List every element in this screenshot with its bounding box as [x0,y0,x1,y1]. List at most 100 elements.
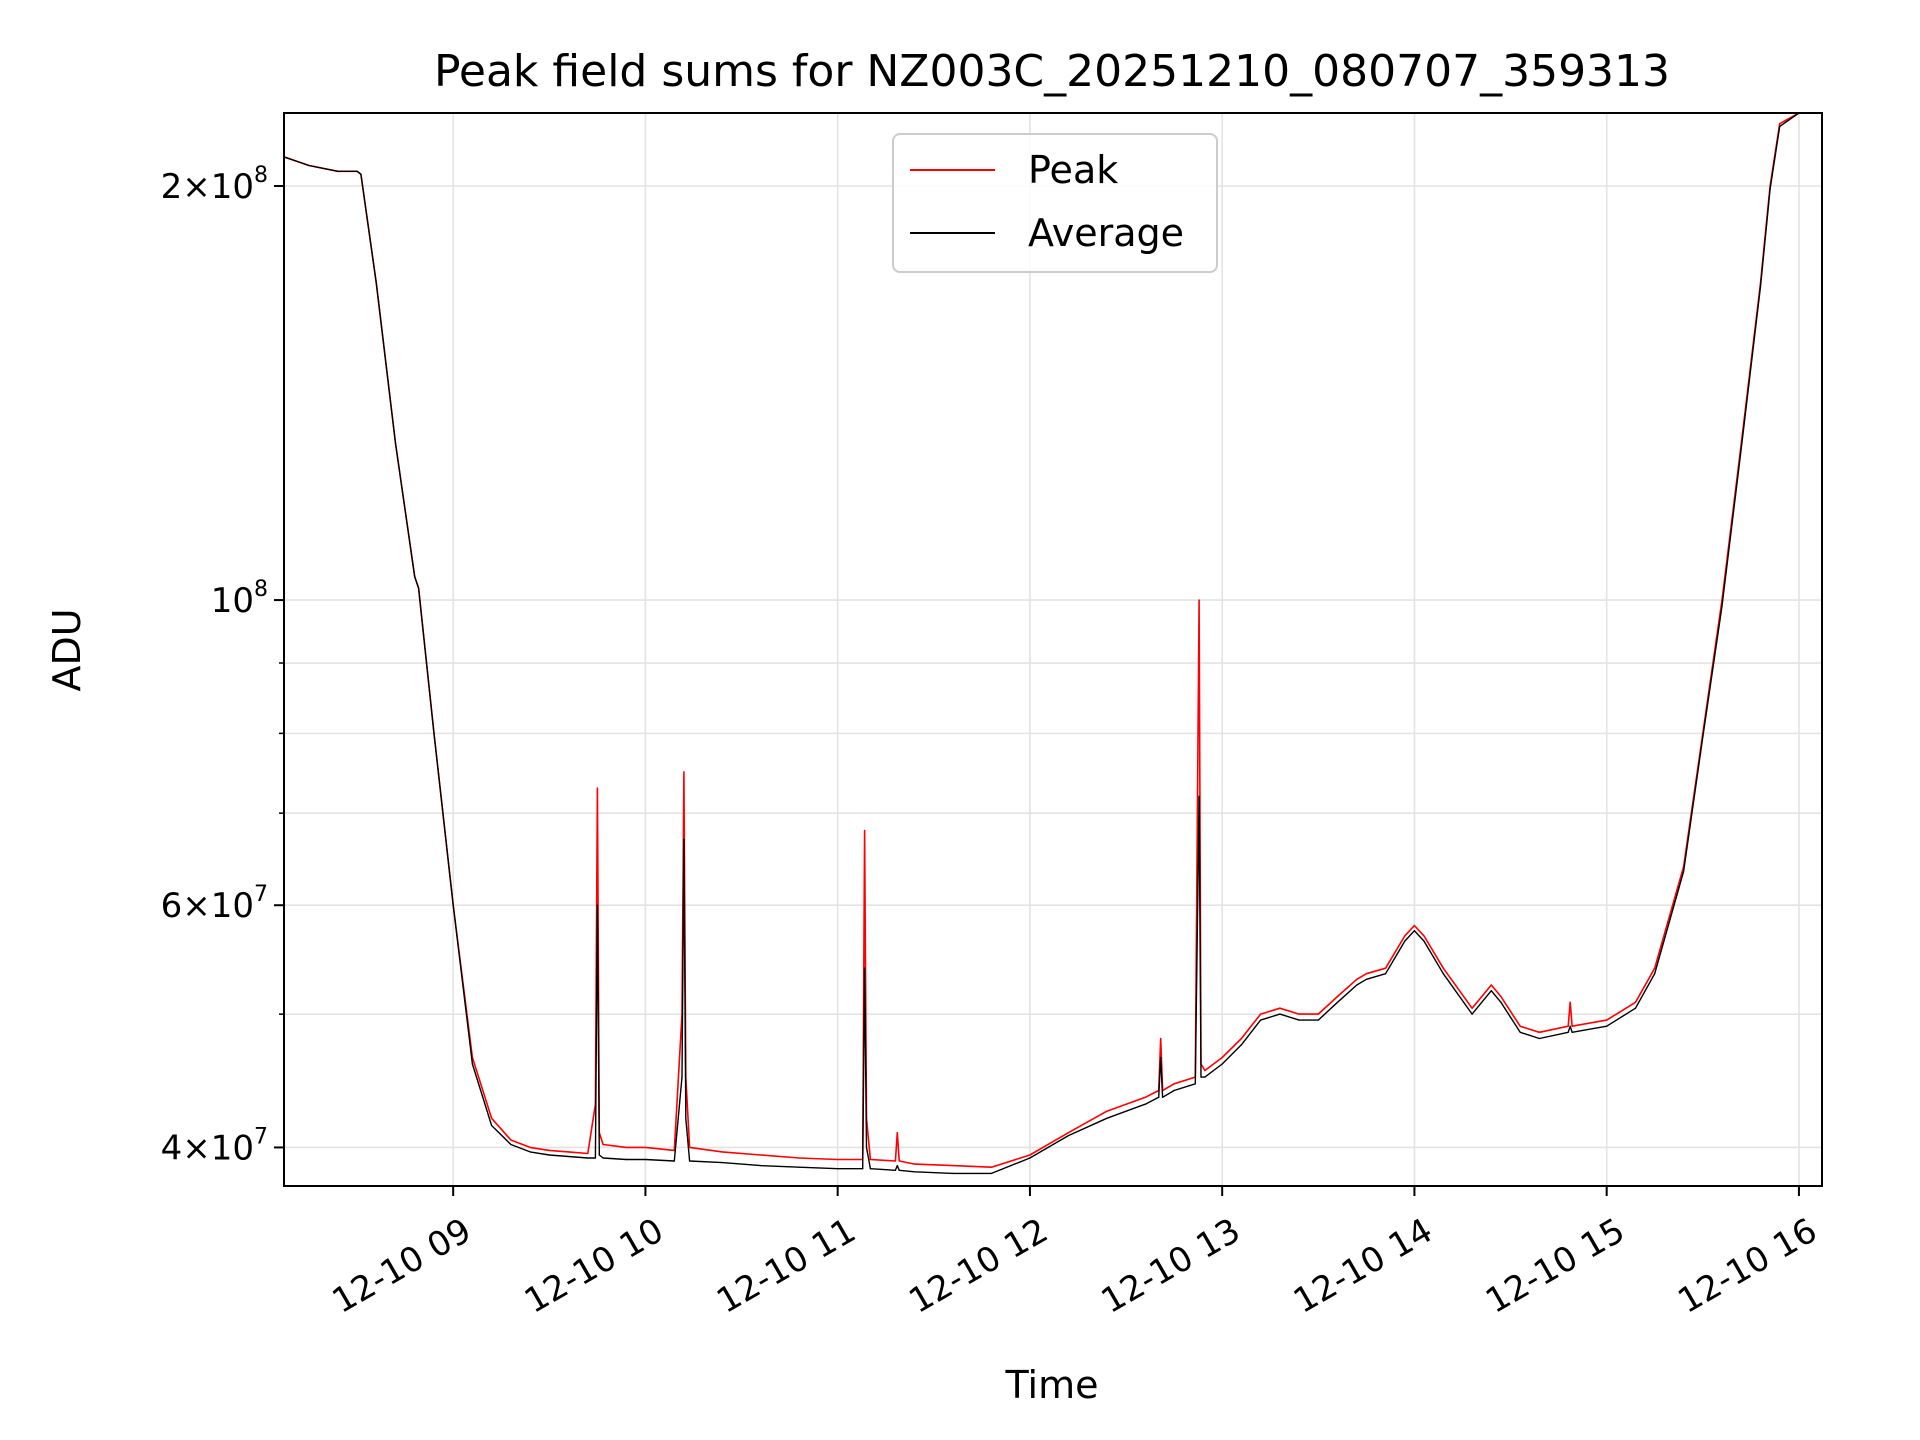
data-point-peak [602,1143,604,1146]
data-point-peak [1198,599,1200,601]
data-point-average [1519,1031,1521,1033]
legend-box [892,133,1218,273]
data-point-average [1634,1007,1637,1009]
data-point-peak [587,1152,589,1155]
data-point-average [360,173,362,175]
grid-lines [284,113,1822,1186]
data-point-average [1404,940,1406,942]
legend: Peak Average [892,133,1218,273]
data-point-average [798,1166,800,1168]
data-point-peak [1173,1083,1175,1085]
data-point-peak [1654,967,1656,969]
data-point-average [1759,286,1762,288]
data-point-peak [1298,1013,1300,1015]
data-point-average [452,904,454,906]
data-point-average [1442,973,1444,975]
data-point-peak [1471,1007,1473,1009]
data-point-average [1654,973,1656,975]
data-point-average [681,1076,683,1078]
y-tick-label: 6×107 [161,882,268,926]
data-point-peak [914,1163,916,1165]
data-point-peak [1413,924,1415,927]
data-point-average [644,1158,647,1161]
data-point-average [1471,1013,1473,1015]
data-point-average [683,838,685,840]
data-point-average [594,1157,597,1159]
data-point-average [1683,870,1685,873]
data-point-average [1144,1103,1146,1105]
data-point-average [1173,1089,1175,1092]
data-point-average [418,587,420,589]
data-point-peak [1423,935,1425,937]
data-point-peak [596,787,599,789]
data-point-peak [864,829,866,832]
data-point-average [1067,1135,1069,1137]
data-point-average [1160,1056,1162,1059]
data-point-average [894,1169,897,1171]
data-point-average [990,1172,993,1174]
y-tick-exponent: 8 [254,577,268,602]
data-point-average [1413,930,1415,932]
data-point-average [914,1171,916,1173]
data-point-peak [1125,1103,1127,1105]
data-point-average [308,164,310,167]
data-point-average [1702,736,1704,738]
data-point-average [673,1160,675,1162]
data-point-peak [644,1146,647,1148]
data-point-average [689,1160,691,1162]
data-point-average [1221,1063,1223,1065]
data-point-average [865,1146,868,1148]
data-point-peak [548,1149,550,1151]
data-point-average [1769,188,1771,190]
data-point-peak [1569,1001,1571,1003]
data-point-average [471,1063,473,1065]
data-point-peak [683,771,685,773]
data-point-average [598,1154,600,1156]
series-group [284,113,1822,1175]
y-tick-mantissa: 2×10 [161,167,254,207]
data-point-average [862,1168,864,1170]
data-point-average [1569,1025,1571,1027]
data-point-peak [1260,1013,1262,1015]
data-point-average [394,442,397,444]
data-point-peak [1385,967,1387,969]
data-point-average [1365,978,1367,980]
y-tick-exponent: 8 [254,163,268,188]
data-point-average [1490,990,1492,992]
data-point-average [1106,1117,1108,1119]
data-point-average [567,1155,570,1158]
data-point-peak [952,1165,954,1167]
data-point-average [587,1157,589,1159]
data-point-average [1194,1083,1196,1085]
data-point-peak [837,1158,839,1161]
data-point-peak [510,1139,512,1141]
data-point-average [869,1168,872,1170]
data-point-average [337,170,339,172]
y-tick-exponent: 7 [254,1124,268,1149]
data-point-peak [1779,123,1781,125]
data-point-average [510,1143,512,1146]
data-point-average [1200,1076,1202,1078]
data-point-average [837,1168,839,1170]
data-point-average [433,732,435,735]
data-point-peak [1571,1025,1573,1027]
data-point-peak [760,1154,762,1156]
data-point-peak [1067,1132,1069,1134]
data-point-peak [1336,995,1339,998]
data-point-peak [896,1132,898,1134]
y-tick-label: 108 [211,577,268,621]
data-point-average [1356,984,1358,986]
data-point-average [1240,1044,1242,1046]
y-axis-label: ADU [45,608,89,691]
chart-title: Peak field sums for NZ003C_20251210_0807… [434,46,1670,97]
data-point-average [1423,940,1425,942]
data-point-average [625,1158,627,1161]
data-point-peak [567,1151,570,1153]
data-point-average [1279,1013,1281,1015]
data-point-peak [1144,1096,1146,1098]
data-point-peak [1404,935,1406,937]
data-point-peak [898,1160,900,1162]
y-tick-label: 2×108 [161,163,268,207]
